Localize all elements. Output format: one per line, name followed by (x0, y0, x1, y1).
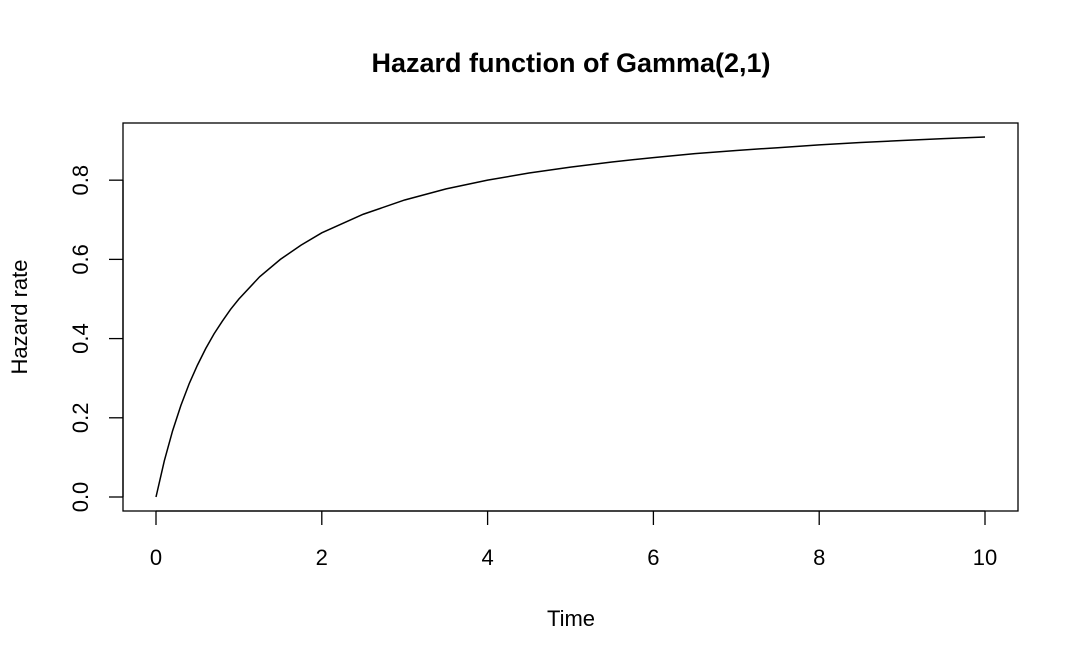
series-line (155, 136, 986, 498)
plot-box (122, 122, 1019, 512)
y-tick-label: 0.0 (68, 482, 93, 513)
y-axis: 0.0 0.2 0.4 0.6 0.8 (68, 165, 124, 513)
x-tick-label: 6 (647, 545, 659, 570)
x-tick-label: 8 (813, 545, 825, 570)
y-tick-label: 0.2 (68, 402, 93, 433)
chart-title: Hazard function of Gamma(2,1) (371, 48, 770, 78)
x-tick-label: 10 (973, 545, 997, 570)
y-tick-label: 0.8 (68, 165, 93, 196)
y-axis-label: Hazard rate (7, 260, 32, 375)
x-tick-label: 2 (316, 545, 328, 570)
y-tick-label: 0.4 (68, 323, 93, 354)
x-tick-label: 0 (150, 545, 162, 570)
x-axis-label: Time (547, 606, 595, 631)
x-axis: 0 2 4 6 8 10 (150, 510, 997, 570)
x-tick-label: 4 (481, 545, 493, 570)
y-tick-label: 0.6 (68, 244, 93, 275)
